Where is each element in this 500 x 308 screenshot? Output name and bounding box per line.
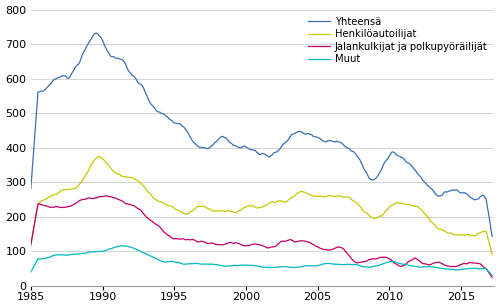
Muut (160, 260, 166, 264)
Jalankulkijat ja polkupyöräilijät (103, 194, 109, 198)
Yhteensä (148, 101, 154, 105)
Jalankulkijat ja polkupyöräilijät (142, 214, 148, 218)
Yhteensä (489, 234, 495, 238)
Jalankulkijat ja polkupyöräilijät (160, 230, 166, 233)
Line: Muut: Muut (31, 246, 492, 275)
Jalankulkijat ja polkupyöräilijät (28, 243, 34, 247)
Henkilöautoilijat (95, 155, 101, 158)
Henkilöautoilijat (299, 190, 305, 193)
Muut (489, 274, 495, 277)
Yhteensä (160, 112, 166, 116)
Henkilöautoilijat (154, 199, 160, 203)
Yhteensä (299, 130, 305, 134)
Yhteensä (53, 77, 59, 80)
Legend: Yhteensä, Henkilöautoilijat, Jalankulkijat ja polkupyöräilijät, Muut: Yhteensä, Henkilöautoilijat, Jalankulkij… (306, 14, 490, 66)
Jalankulkijat ja polkupyöräilijät (154, 223, 160, 227)
Line: Henkilöautoilijat: Henkilöautoilijat (31, 156, 492, 254)
Henkilöautoilijat (53, 192, 59, 196)
Jalankulkijat ja polkupyöräilijät (489, 276, 495, 279)
Yhteensä (28, 187, 34, 190)
Muut (154, 257, 160, 261)
Jalankulkijat ja polkupyöräilijät (299, 239, 305, 243)
Jalankulkijat ja polkupyöräilijät (148, 218, 154, 222)
Yhteensä (142, 91, 148, 95)
Jalankulkijat ja polkupyöräilijät (53, 205, 59, 209)
Henkilöautoilijat (489, 253, 495, 256)
Line: Jalankulkijat ja polkupyöräilijät: Jalankulkijat ja polkupyöräilijät (31, 196, 492, 278)
Muut (299, 265, 305, 268)
Yhteensä (94, 31, 100, 35)
Henkilöautoilijat (28, 243, 34, 247)
Yhteensä (154, 110, 160, 114)
Muut (142, 252, 148, 255)
Henkilöautoilijat (148, 192, 154, 196)
Henkilöautoilijat (160, 201, 166, 205)
Muut (28, 270, 34, 274)
Muut (53, 253, 59, 257)
Line: Yhteensä: Yhteensä (31, 33, 492, 236)
Muut (120, 244, 126, 248)
Henkilöautoilijat (142, 187, 148, 191)
Muut (148, 254, 154, 258)
